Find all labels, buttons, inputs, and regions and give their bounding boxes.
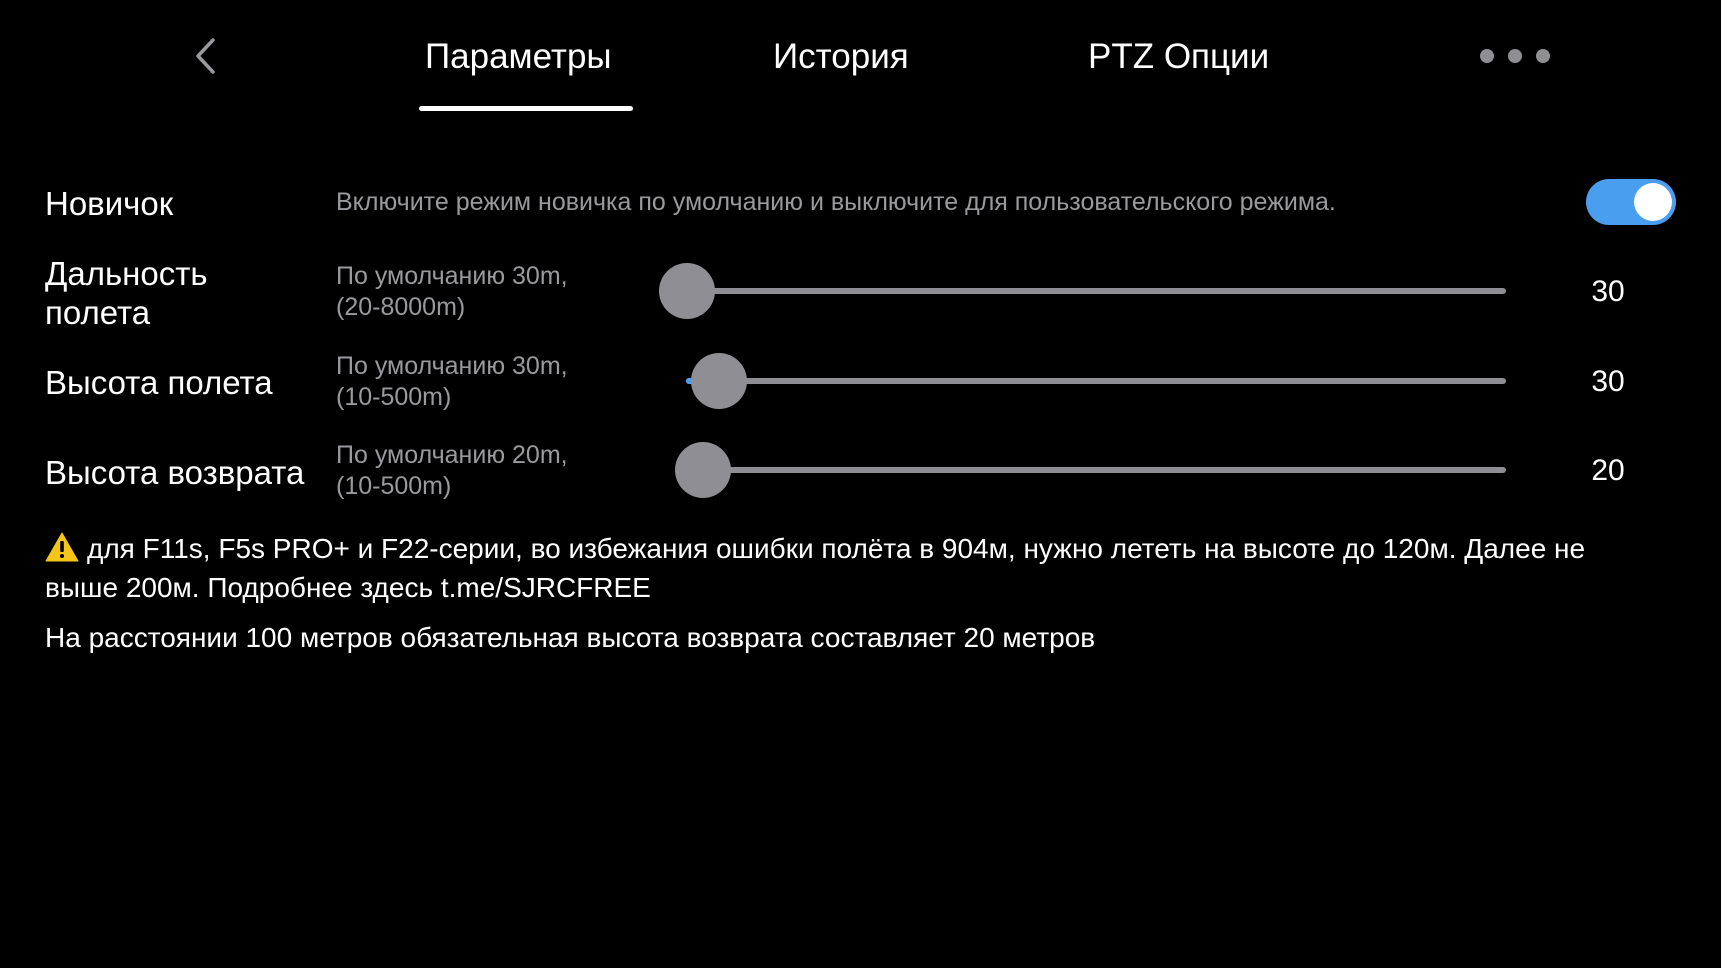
flight-distance-label-line1: Дальность: [45, 255, 208, 292]
novice-label: Новичок: [45, 185, 174, 222]
novice-description: Включите режим новичка по умолчанию и вы…: [336, 188, 1336, 216]
flight-distance-default: По умолчанию 30m,: [336, 262, 568, 290]
toggle-knob: [1634, 183, 1672, 221]
flight-distance-description: По умолчанию 30m, (20-8000m): [336, 261, 568, 323]
return-height-label: Высота возврата: [45, 454, 305, 491]
more-dots-icon: [1508, 49, 1522, 63]
slider-thumb[interactable]: [691, 353, 748, 409]
slider-track: [686, 288, 1506, 294]
warning-note: для F11s, F5s PRO+ и F22-серии, во избеж…: [45, 531, 1685, 605]
tab-ptz-options[interactable]: PTZ Опции: [1088, 37, 1270, 76]
flight-height-label: Высота полета: [45, 364, 273, 401]
tab-parameters[interactable]: Параметры: [425, 37, 612, 76]
flight-height-value: 30: [1591, 365, 1625, 398]
return-height-slider[interactable]: [658, 440, 1506, 500]
slider-track: [686, 378, 1506, 384]
flight-height-default: По умолчанию 30m,: [336, 352, 568, 380]
return-height-default: По умолчанию 20m,: [336, 441, 568, 469]
flight-distance-slider[interactable]: [658, 261, 1506, 321]
flight-height-description: По умолчанию 30m, (10-500m): [336, 351, 568, 413]
flight-distance-label-line2: полета: [45, 294, 151, 331]
return-height-range: (10-500m): [336, 472, 452, 500]
chevron-left-icon: [196, 38, 215, 74]
tab-history[interactable]: История: [773, 37, 909, 76]
warning-text-line2: выше 200м. Подробнее здесь t.me/SJRCFREE: [45, 572, 651, 603]
flight-height-range: (10-500m): [336, 383, 452, 411]
return-height-description: По умолчанию 20m, (10-500m): [336, 440, 568, 502]
more-options-button[interactable]: [1480, 46, 1550, 66]
slider-thumb[interactable]: [659, 263, 716, 319]
warning-icon: [45, 532, 79, 570]
slider-thumb[interactable]: [674, 442, 731, 498]
flight-height-slider[interactable]: [658, 351, 1506, 411]
more-dots-icon: [1480, 49, 1494, 63]
warning-text-line1: для F11s, F5s PRO+ и F22-серии, во избеж…: [87, 533, 1586, 564]
more-dots-icon: [1536, 49, 1550, 63]
flight-distance-value: 30: [1591, 275, 1625, 308]
slider-track: [686, 467, 1506, 473]
flight-distance-label: Дальность полета: [45, 254, 208, 332]
return-height-value: 20: [1591, 454, 1625, 487]
info-note: На расстоянии 100 метров обязательная вы…: [45, 622, 1096, 653]
active-tab-indicator: [419, 106, 633, 111]
back-button[interactable]: [188, 36, 222, 76]
flight-distance-range: (20-8000m): [336, 293, 466, 321]
tab-bar: Параметры История PTZ Опции: [0, 0, 1721, 120]
novice-toggle[interactable]: [1586, 179, 1676, 225]
